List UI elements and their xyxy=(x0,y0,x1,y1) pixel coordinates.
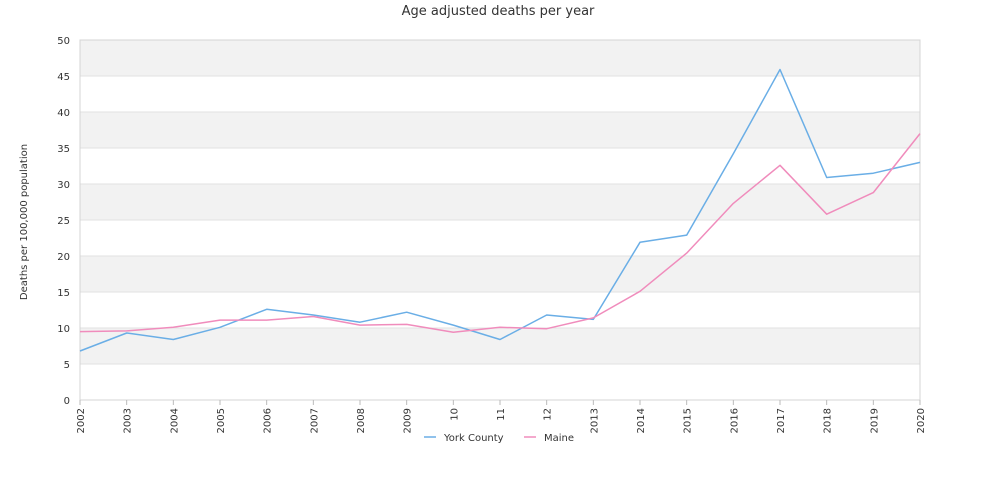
y-tick-label: 30 xyxy=(57,180,70,191)
y-tick-label: 10 xyxy=(57,324,70,335)
x-tick-label: 2006 xyxy=(263,408,274,433)
x-tick-label: 2005 xyxy=(216,408,227,433)
x-tick-label: 2004 xyxy=(169,408,180,433)
x-tick-label: 2014 xyxy=(636,408,647,433)
y-tick-label: 35 xyxy=(57,144,70,155)
x-tick-label: 2008 xyxy=(356,408,367,433)
grid-band xyxy=(80,184,920,220)
legend: York County Maine xyxy=(424,433,574,444)
x-tick-label: 2019 xyxy=(869,408,880,433)
y-tick-label: 20 xyxy=(57,252,70,263)
y-tick-label: 15 xyxy=(57,288,70,299)
x-tick-label: 12 xyxy=(543,408,554,421)
x-tick-label: 2016 xyxy=(729,408,740,433)
y-tick-label: 50 xyxy=(57,36,70,47)
legend-label: Maine xyxy=(544,433,574,444)
x-tick-label: 2007 xyxy=(309,408,320,433)
x-tick-label: 2018 xyxy=(823,408,834,433)
x-tick-label: 2002 xyxy=(76,408,87,433)
x-tick-label: 11 xyxy=(496,408,507,421)
y-tick-label: 25 xyxy=(57,216,70,227)
grid-band xyxy=(80,40,920,76)
x-tick-label: 2003 xyxy=(123,408,134,433)
grid-band xyxy=(80,328,920,364)
legend-label: York County xyxy=(443,433,504,444)
y-tick-label: 40 xyxy=(57,108,70,119)
grid-band xyxy=(80,256,920,292)
series-line-york-county xyxy=(79,68,921,352)
y-axis-label: Deaths per 100,000 population xyxy=(19,144,30,300)
x-tick-label: 2020 xyxy=(916,408,927,433)
grid-bands xyxy=(80,40,920,364)
chart-title: Age adjusted deaths per year xyxy=(402,4,595,19)
grid-band xyxy=(80,112,920,148)
y-tick-label: 5 xyxy=(64,360,70,371)
x-tick-label: 10 xyxy=(449,408,460,421)
y-tick-label: 0 xyxy=(64,396,70,407)
x-tick-label: 2009 xyxy=(403,408,414,433)
x-tick-label: 2015 xyxy=(683,408,694,433)
x-axis-ticks: 2002 2003 2004 2005 2006 2007 2008 2009 10 11 12 20… xyxy=(76,400,927,433)
x-tick-label: 2017 xyxy=(776,408,787,433)
y-tick-label: 45 xyxy=(57,72,70,83)
x-tick-label: 2013 xyxy=(589,408,600,433)
y-axis-ticks: 0 5 10 15 20 25 30 35 40 45 50 xyxy=(57,36,70,407)
series-line-maine xyxy=(79,133,921,334)
series-lines xyxy=(79,68,921,352)
